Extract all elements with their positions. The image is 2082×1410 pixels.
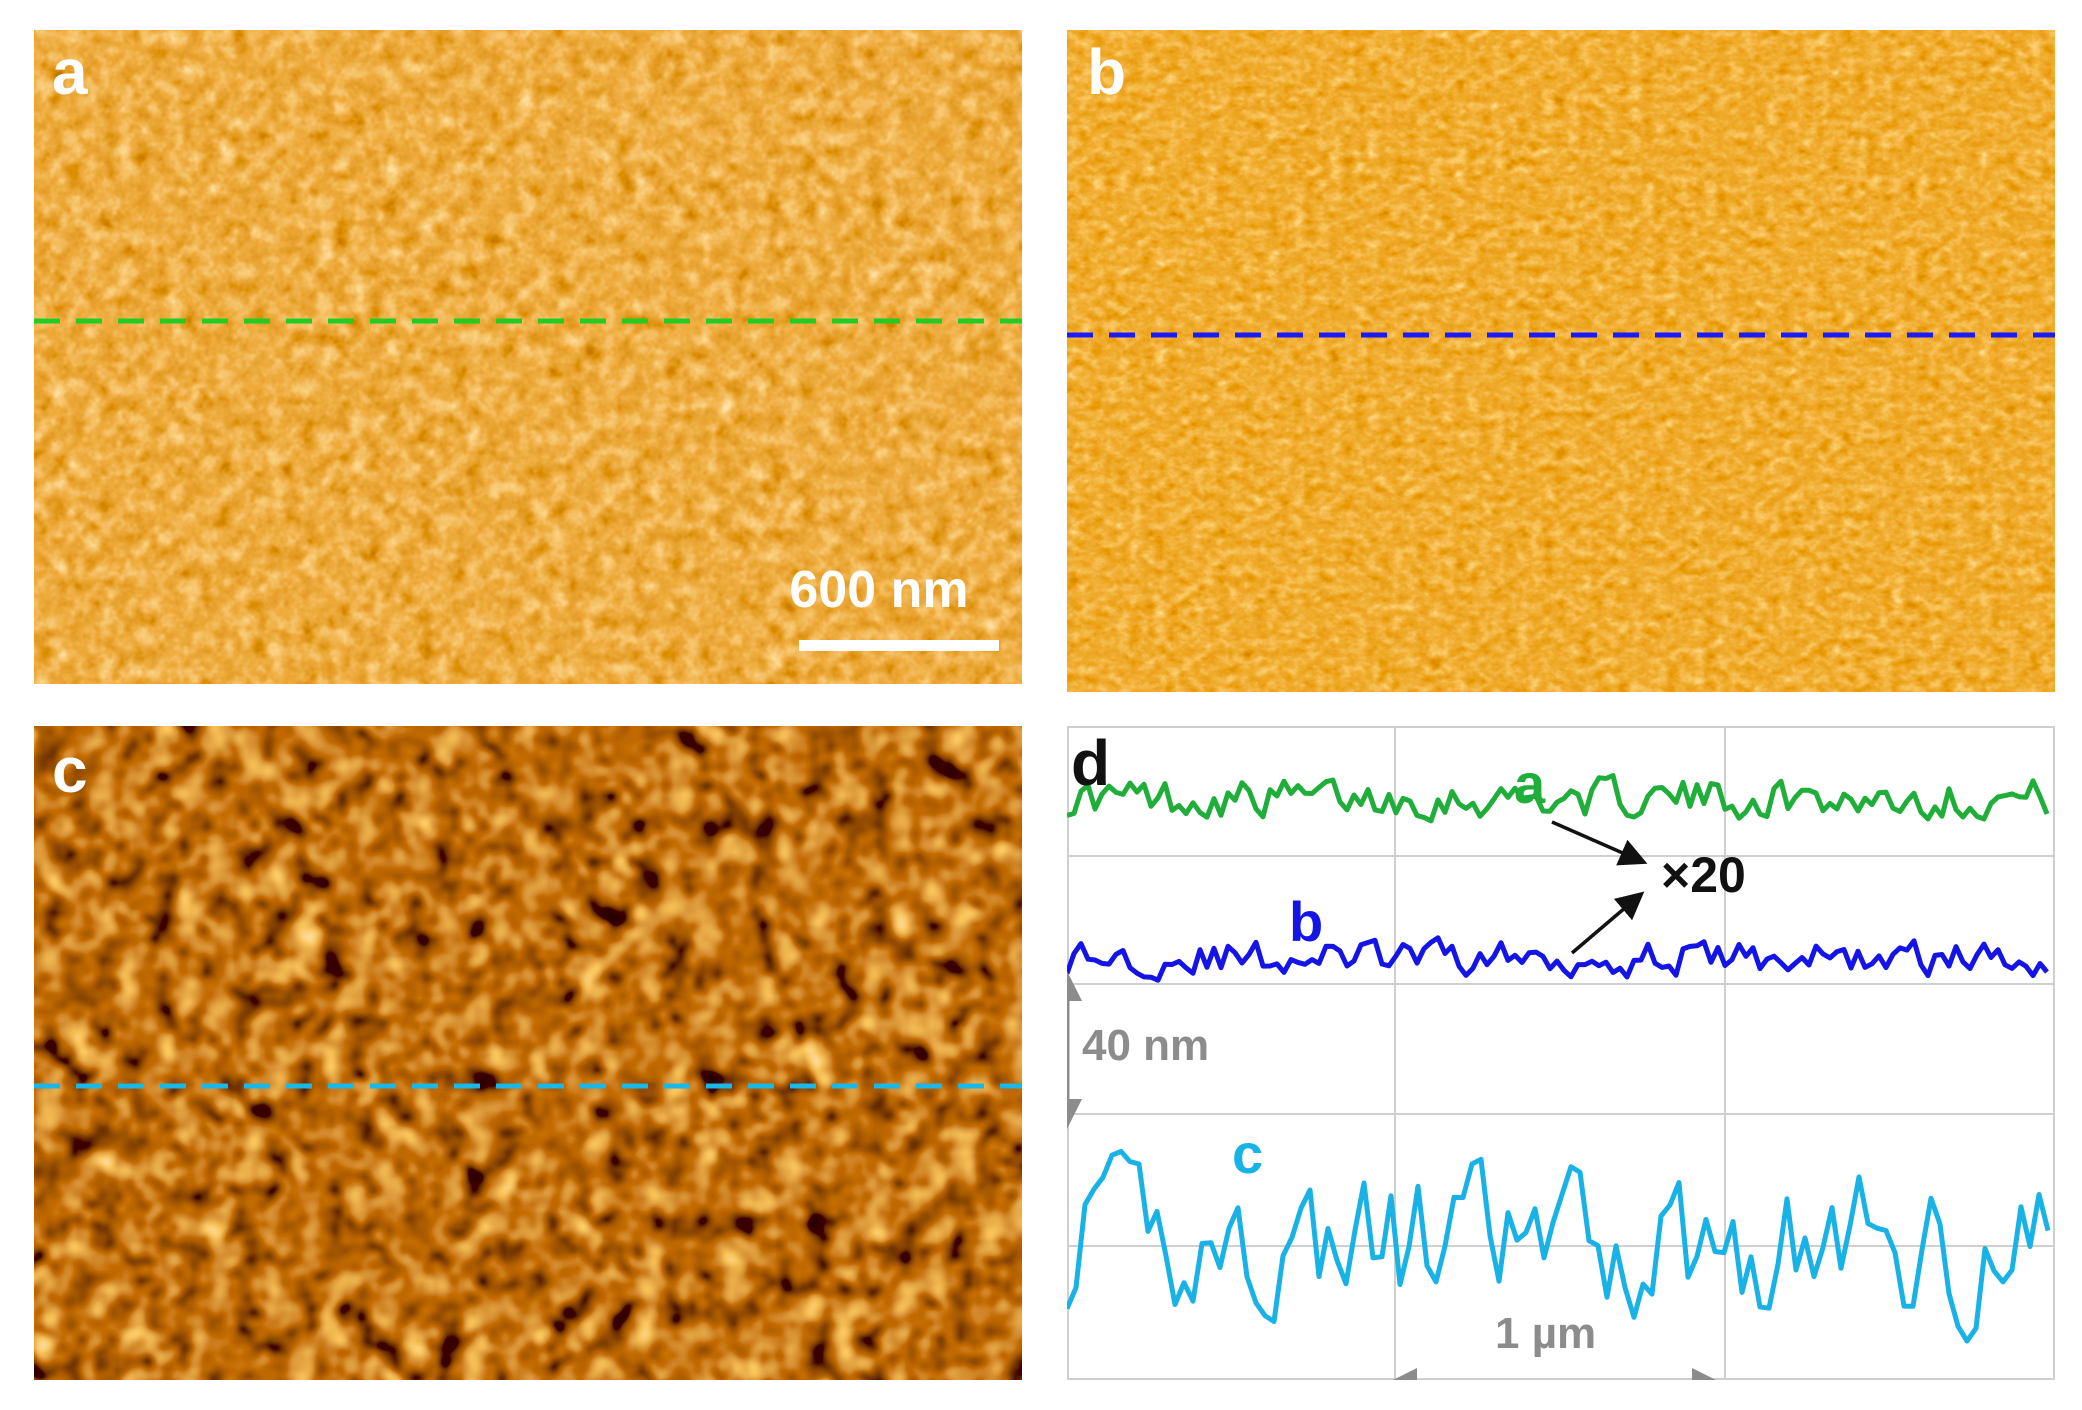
scale-bar bbox=[799, 640, 999, 651]
height-profiles-panel: d a b c ×20 40 nm 1 µm bbox=[1067, 726, 2055, 1380]
magnification-label: ×20 bbox=[1661, 847, 1746, 903]
series-label-c: c bbox=[1232, 1122, 1264, 1185]
arrow-a-to-x20 bbox=[1551, 820, 1648, 866]
afm-image-c: c bbox=[34, 726, 1022, 1380]
series-label-a: a bbox=[1514, 752, 1546, 815]
afm-image-a: a 600 nm bbox=[34, 30, 1022, 684]
panel-label-b: b bbox=[1087, 36, 1127, 108]
afm-texture-b bbox=[1067, 30, 2055, 692]
panel-label-d: d bbox=[1071, 727, 1111, 799]
afm-image-b: b bbox=[1067, 30, 2055, 692]
panel-label-c: c bbox=[52, 734, 88, 806]
afm-texture-c bbox=[34, 726, 1022, 1380]
scale-bar-label: 600 nm bbox=[789, 561, 969, 619]
series-label-b: b bbox=[1289, 890, 1324, 953]
afm-texture-a bbox=[34, 30, 1022, 684]
panel-label-a: a bbox=[52, 36, 88, 108]
profile-trace-b bbox=[1067, 935, 2049, 983]
vertical-scale-label: 40 nm bbox=[1082, 1021, 1210, 1070]
profile-trace-a bbox=[1067, 773, 2050, 824]
profiles-plot bbox=[1067, 726, 2055, 1380]
profile-trace-c bbox=[1067, 1148, 2051, 1344]
horizontal-scale-label: 1 µm bbox=[1495, 1309, 1597, 1358]
arrow-b-to-x20 bbox=[1570, 891, 1645, 955]
